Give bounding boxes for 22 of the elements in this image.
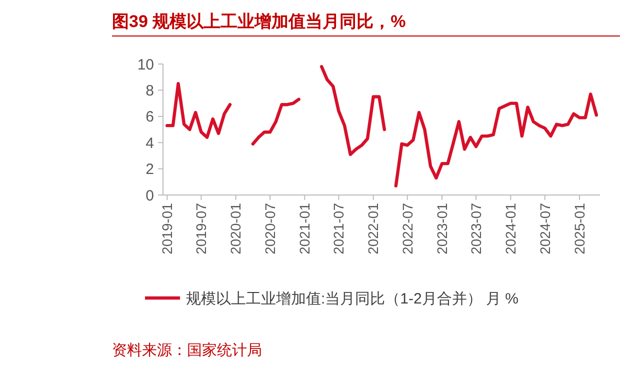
text: 资料来源：国家统计局 xyxy=(112,342,262,359)
y-tick-label: 4 xyxy=(146,134,154,152)
x-tick-label: 2023-07 xyxy=(468,202,484,254)
y-tick-label: 10 xyxy=(137,56,154,74)
x-tick-label: 2019-07 xyxy=(193,202,210,254)
x-tick-label: 2025-01 xyxy=(571,202,588,254)
x-tick-label: 2022-01 xyxy=(365,202,382,254)
y-tick-label: 2 xyxy=(146,161,154,178)
x-tick-label: 2024-01 xyxy=(502,202,519,254)
x-tick-label: 2021-01 xyxy=(296,202,313,254)
x-tick-label: 2024-07 xyxy=(536,202,553,254)
x-tick-label: 2019-01 xyxy=(159,202,176,254)
x-tick-label: 2023-01 xyxy=(434,202,450,254)
x-tick-label: 2020-07 xyxy=(262,202,278,254)
x-tick-label: 2022-07 xyxy=(399,202,416,254)
x-tick-label: 2021-07 xyxy=(330,202,347,254)
y-tick-label: 6 xyxy=(146,108,154,126)
y-tick-label: 8 xyxy=(146,82,154,100)
x-tick-label: 2020-01 xyxy=(228,202,244,254)
y-tick-label: 0 xyxy=(146,187,154,204)
legend-label: 规模以上工业增加值:当月同比（1-2月合并） 月 % xyxy=(186,290,519,308)
chart-title: 图39 规模以上工业增加值当月同比，% xyxy=(112,12,406,31)
